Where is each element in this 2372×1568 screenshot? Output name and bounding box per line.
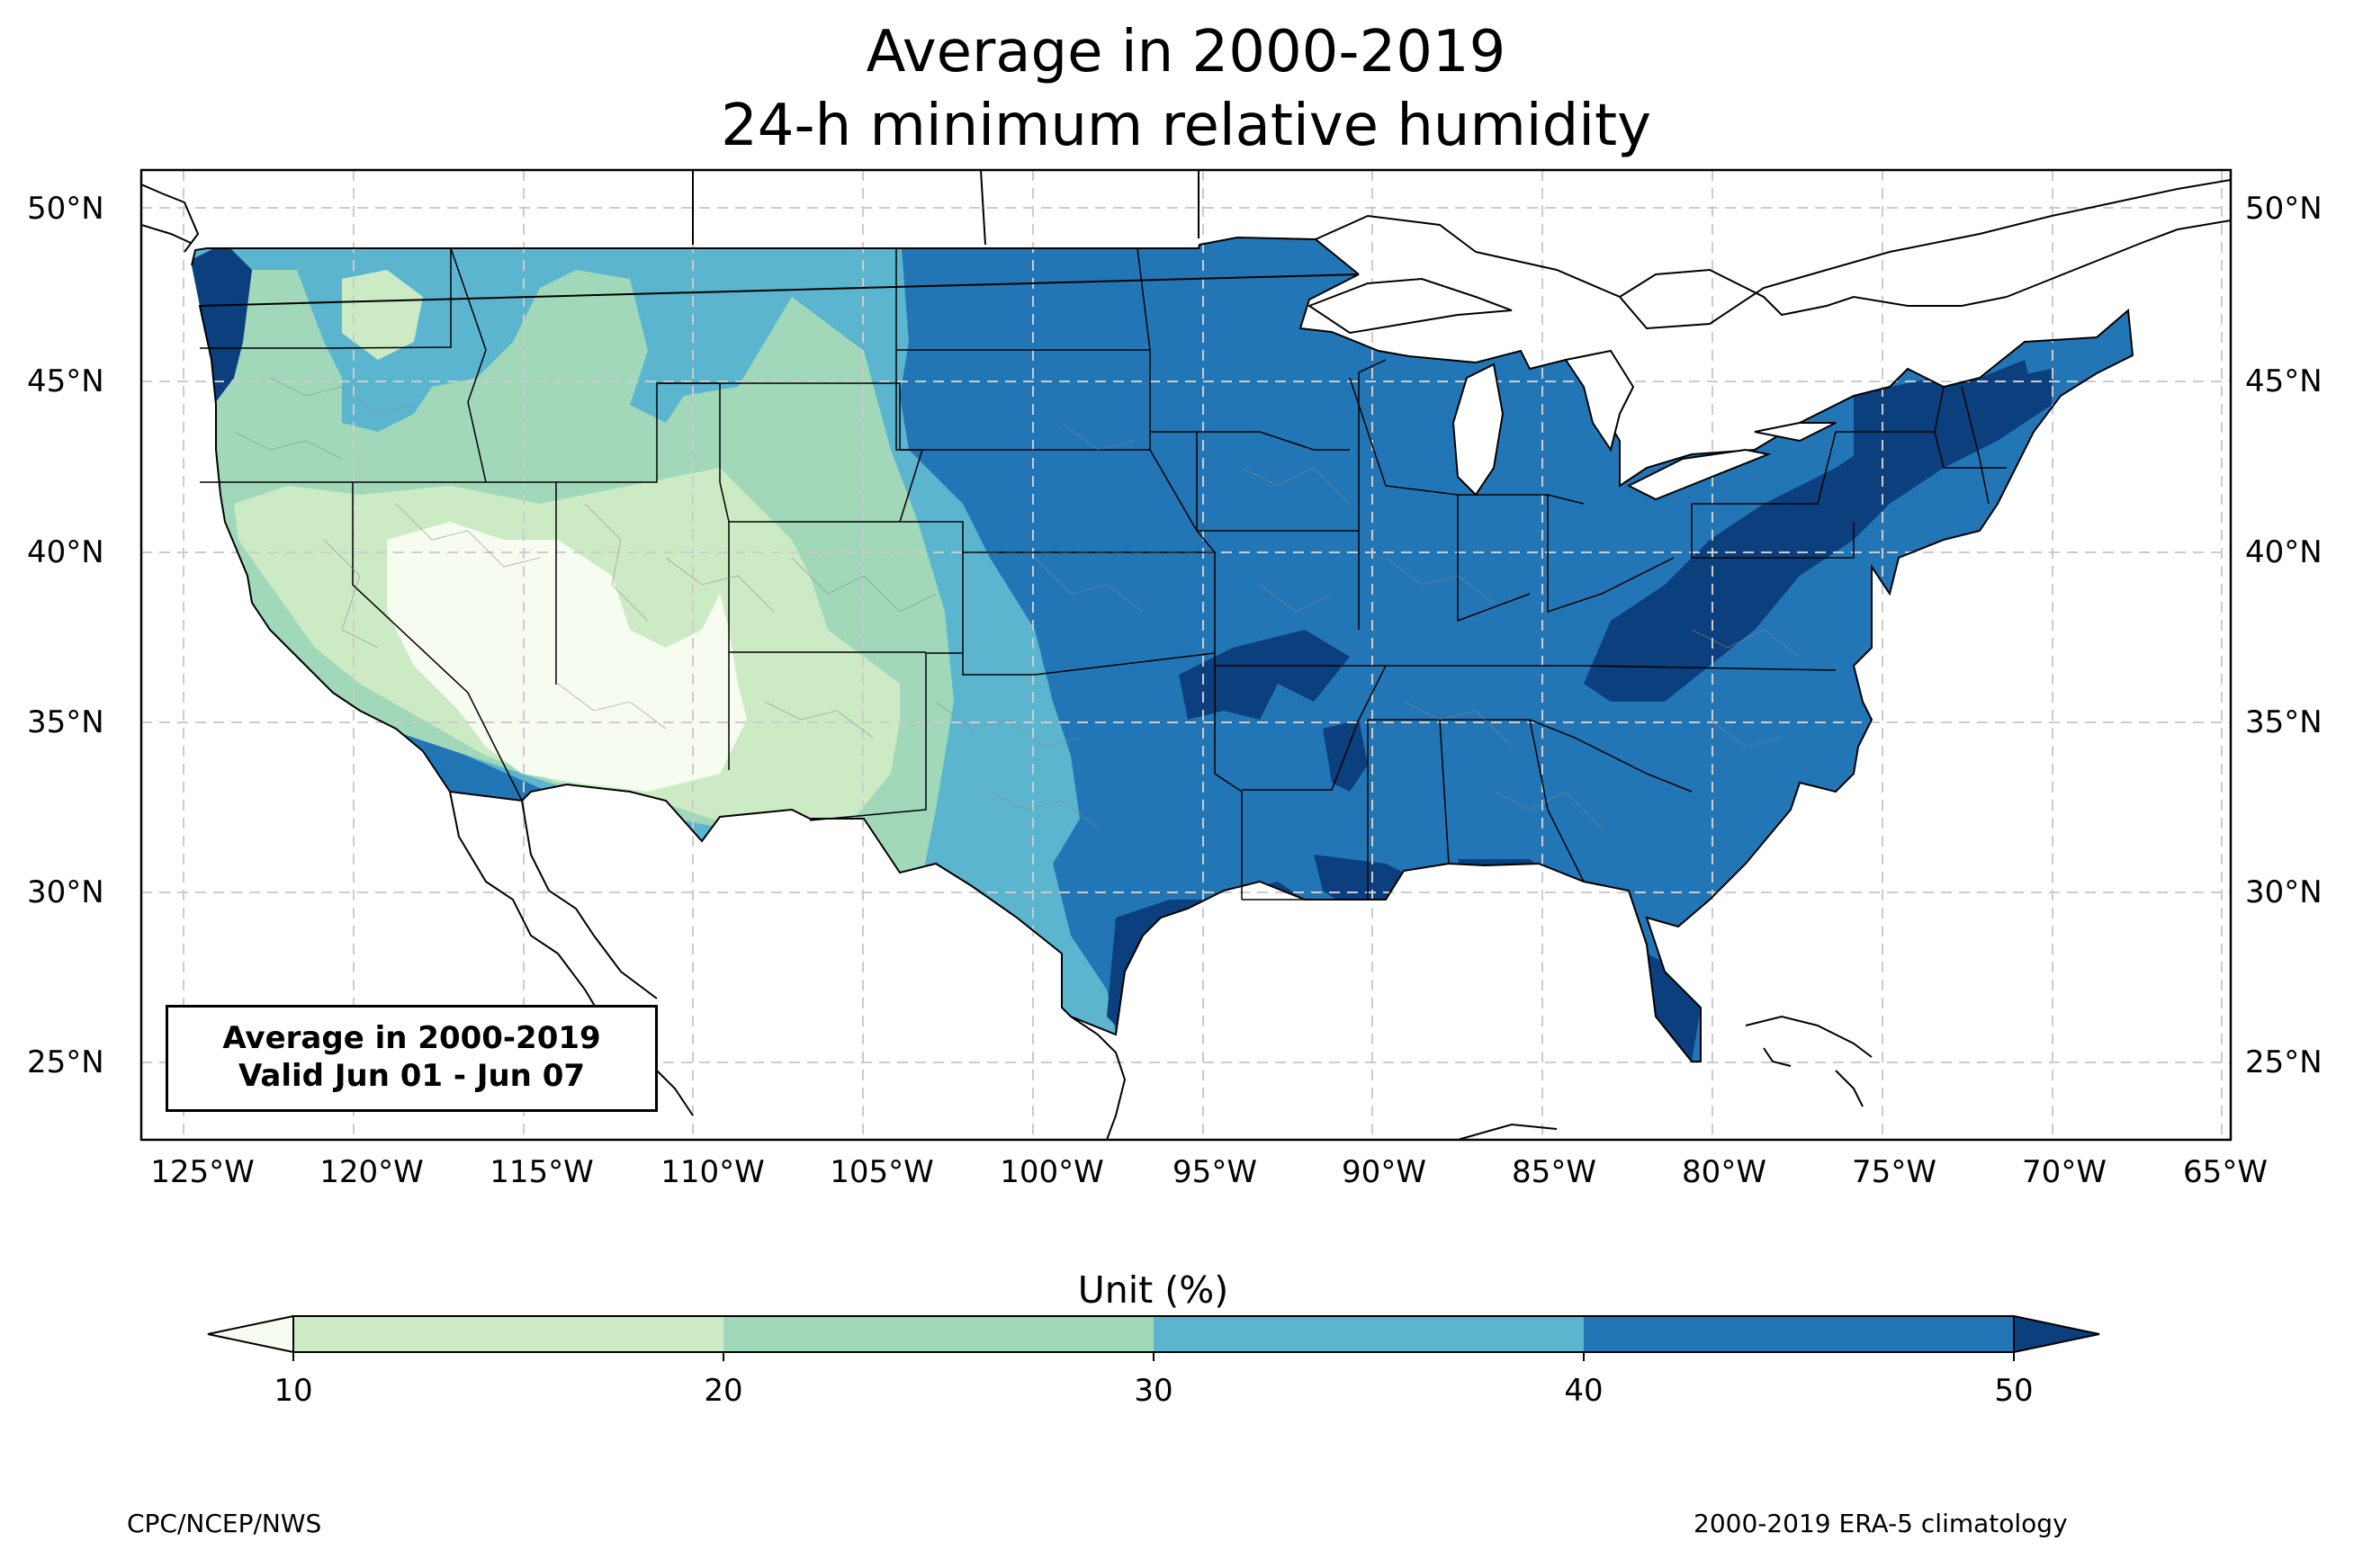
colorbar-segment-40-50: [1584, 1316, 2014, 1352]
chart-title-line-1: Average in 2000-2019: [866, 19, 1506, 85]
valid-period-box: Average in 2000-2019 Valid Jun 01 - Jun …: [166, 1005, 658, 1112]
lat-tick-left: 25°N: [27, 1044, 104, 1080]
footer-climatology: 2000-2019 ERA-5 climatology: [1694, 1509, 2068, 1538]
colorbar-extend-low: [207, 1314, 294, 1354]
lon-tick: 125°W: [150, 1154, 255, 1190]
lat-tick-right: 25°N: [2245, 1044, 2323, 1080]
lat-tick-right: 40°N: [2245, 534, 2323, 570]
lon-tick: 115°W: [490, 1154, 594, 1190]
lat-tick-left: 40°N: [27, 534, 104, 570]
lon-tick: 65°W: [2183, 1154, 2268, 1190]
colorbar-segment-10-20: [293, 1316, 723, 1352]
colorbar-tick: 20: [704, 1373, 743, 1409]
lat-tick-left: 35°N: [27, 704, 104, 740]
infobox-line-1: Average in 2000-2019: [222, 1020, 601, 1056]
lon-tick: 95°W: [1173, 1154, 1257, 1190]
colorbar-segment-30-40: [1154, 1316, 1584, 1352]
great-lakes: [1307, 277, 1837, 501]
colorbar-tick: 50: [1994, 1373, 2034, 1409]
colorbar: [207, 1314, 2100, 1361]
lon-tick: 105°W: [830, 1154, 934, 1190]
lon-tick: 90°W: [1342, 1154, 1426, 1190]
lat-tick-left: 30°N: [27, 874, 104, 910]
colorbar-extend-high: [2013, 1314, 2100, 1354]
lat-tick-right: 35°N: [2245, 704, 2323, 740]
lon-tick: 85°W: [1512, 1154, 1596, 1190]
footer-source: CPC/NCEP/NWS: [127, 1509, 322, 1538]
colorbar-label: Unit (%): [1077, 1268, 1229, 1312]
lon-tick: 80°W: [1682, 1154, 1766, 1190]
infobox-line-2: Valid Jun 01 - Jun 07: [238, 1058, 586, 1094]
colorbar-tick: 30: [1134, 1373, 1173, 1409]
map-frame: [139, 168, 2233, 1142]
lat-tick-right: 50°N: [2245, 191, 2323, 227]
lon-tick: 70°W: [2022, 1154, 2107, 1190]
colorbar-tick: 10: [274, 1373, 313, 1409]
chart-title-line-2: 24-h minimum relative humidity: [721, 93, 1651, 159]
county-lines: [233, 377, 1801, 829]
lat-tick-left: 50°N: [27, 191, 104, 227]
colorbar-segment-20-30: [723, 1316, 1154, 1352]
lat-tick-right: 45°N: [2245, 363, 2323, 399]
lon-tick: 100°W: [1000, 1154, 1104, 1190]
lon-tick: 110°W: [660, 1154, 765, 1190]
map-boundaries: [141, 170, 2231, 1140]
lat-tick-left: 45°N: [27, 363, 104, 399]
colorbar-tick: 40: [1564, 1373, 1604, 1409]
lon-tick: 120°W: [319, 1154, 424, 1190]
lon-tick: 75°W: [1852, 1154, 1936, 1190]
lat-tick-right: 30°N: [2245, 874, 2323, 910]
